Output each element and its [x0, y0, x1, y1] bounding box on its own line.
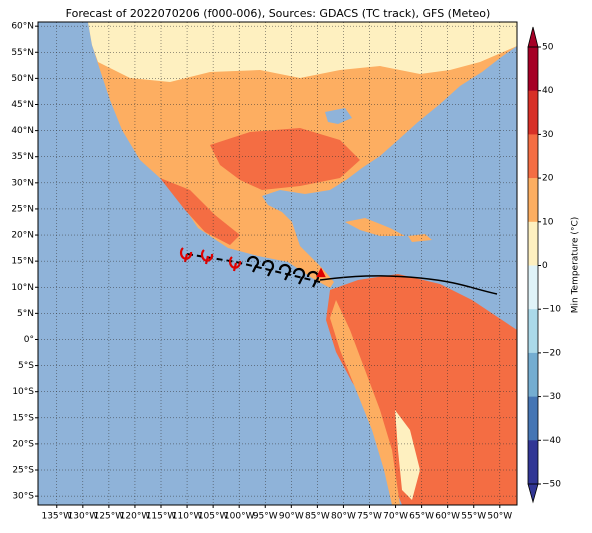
- lat-label: 55°N: [11, 48, 34, 58]
- lat-label: 40°N: [11, 126, 34, 136]
- colorbar-tick-label: 10: [542, 217, 554, 227]
- lon-label: 125°W: [94, 512, 125, 522]
- grid: [38, 22, 517, 505]
- lon-label: 135°W: [41, 512, 72, 522]
- color-band: [528, 440, 538, 485]
- lon-label: 95°W: [253, 512, 278, 522]
- lon-label: 105°W: [198, 512, 229, 522]
- colorbar: 50 40 30 20 10 0 −10 −20 −30 −40 −50: [527, 26, 561, 504]
- lon-label: 110°W: [172, 512, 203, 522]
- lon-label: 75°W: [357, 512, 382, 522]
- lon-label: 55°W: [461, 512, 486, 522]
- colorbar-tick-label: −10: [542, 305, 561, 315]
- color-band: [528, 90, 538, 135]
- colorbar-label: Min Temperature (°C): [571, 217, 581, 314]
- color-band: [528, 134, 538, 179]
- andes-cool: [330, 300, 400, 505]
- lon-label: 115°W: [146, 512, 177, 522]
- lat-label: 20°S: [12, 439, 34, 449]
- lat-label: 50°N: [11, 74, 34, 84]
- lat-label: 45°N: [11, 100, 34, 110]
- lon-label: 100°W: [224, 512, 255, 522]
- color-band: [528, 178, 538, 223]
- storm-symbols: [179, 247, 326, 288]
- lat-label: 15°N: [11, 257, 34, 267]
- map-frame: [37, 21, 518, 506]
- color-band: [528, 221, 538, 266]
- cuba: [345, 218, 405, 236]
- colorbar-tick-label: 40: [542, 86, 554, 96]
- lon-label: 80°W: [331, 512, 356, 522]
- colorbar-tick-label: −50: [542, 480, 561, 490]
- colorbar-tick-label: −40: [542, 436, 561, 446]
- lat-label: 25°N: [11, 204, 34, 214]
- lon-label: 90°W: [279, 512, 304, 522]
- map: [37, 21, 518, 506]
- colorbar-tick-label: 50: [542, 43, 554, 53]
- extend-bottom: [527, 483, 539, 504]
- colorbar-tick-label: −20: [542, 348, 561, 358]
- warm-zone-us: [210, 128, 360, 190]
- lat-label: 25°S: [12, 466, 34, 476]
- colorbar-tick-label: 0: [542, 261, 548, 271]
- color-band: [528, 352, 538, 397]
- hispaniola: [408, 234, 432, 242]
- color-band: [528, 47, 538, 91]
- extend-top: [527, 26, 539, 48]
- lat-label: 30°N: [11, 178, 34, 188]
- color-band: [528, 309, 538, 354]
- lat-label: 5°S: [18, 361, 34, 371]
- colorbar-tick-label: 30: [542, 130, 554, 140]
- great-lakes: [325, 108, 352, 124]
- lat-label: 0°: [24, 335, 34, 345]
- title: Forecast of 2022070206 (f000-006), Sourc…: [66, 7, 491, 20]
- lat-label: 60°N: [11, 22, 34, 32]
- lon-label: 65°W: [409, 512, 434, 522]
- north-cool-zone: [88, 22, 517, 82]
- south-america: [326, 274, 517, 505]
- lon-label: 60°W: [435, 512, 460, 522]
- lon-label: 130°W: [68, 512, 99, 522]
- lat-label: 30°S: [12, 492, 34, 502]
- color-band: [528, 265, 538, 310]
- warm-zone-mexico: [160, 178, 240, 245]
- lat-label: 10°S: [12, 387, 34, 397]
- lon-label: 70°W: [383, 512, 408, 522]
- color-band: [528, 396, 538, 441]
- forecast-track: [319, 275, 498, 295]
- colorbar-tick-label: 20: [542, 174, 554, 184]
- lon-label: 85°W: [305, 512, 330, 522]
- lat-label: 35°N: [11, 152, 34, 162]
- lat-label: 5°N: [17, 309, 34, 319]
- lon-label: 120°W: [120, 512, 151, 522]
- lon-label: 50°W: [487, 512, 512, 522]
- lat-label: 20°N: [11, 231, 34, 241]
- lat-label: 10°N: [11, 283, 34, 293]
- cool-patch: [395, 410, 420, 500]
- colorbar-tick-label: −30: [542, 392, 561, 402]
- lat-label: 15°S: [12, 413, 34, 423]
